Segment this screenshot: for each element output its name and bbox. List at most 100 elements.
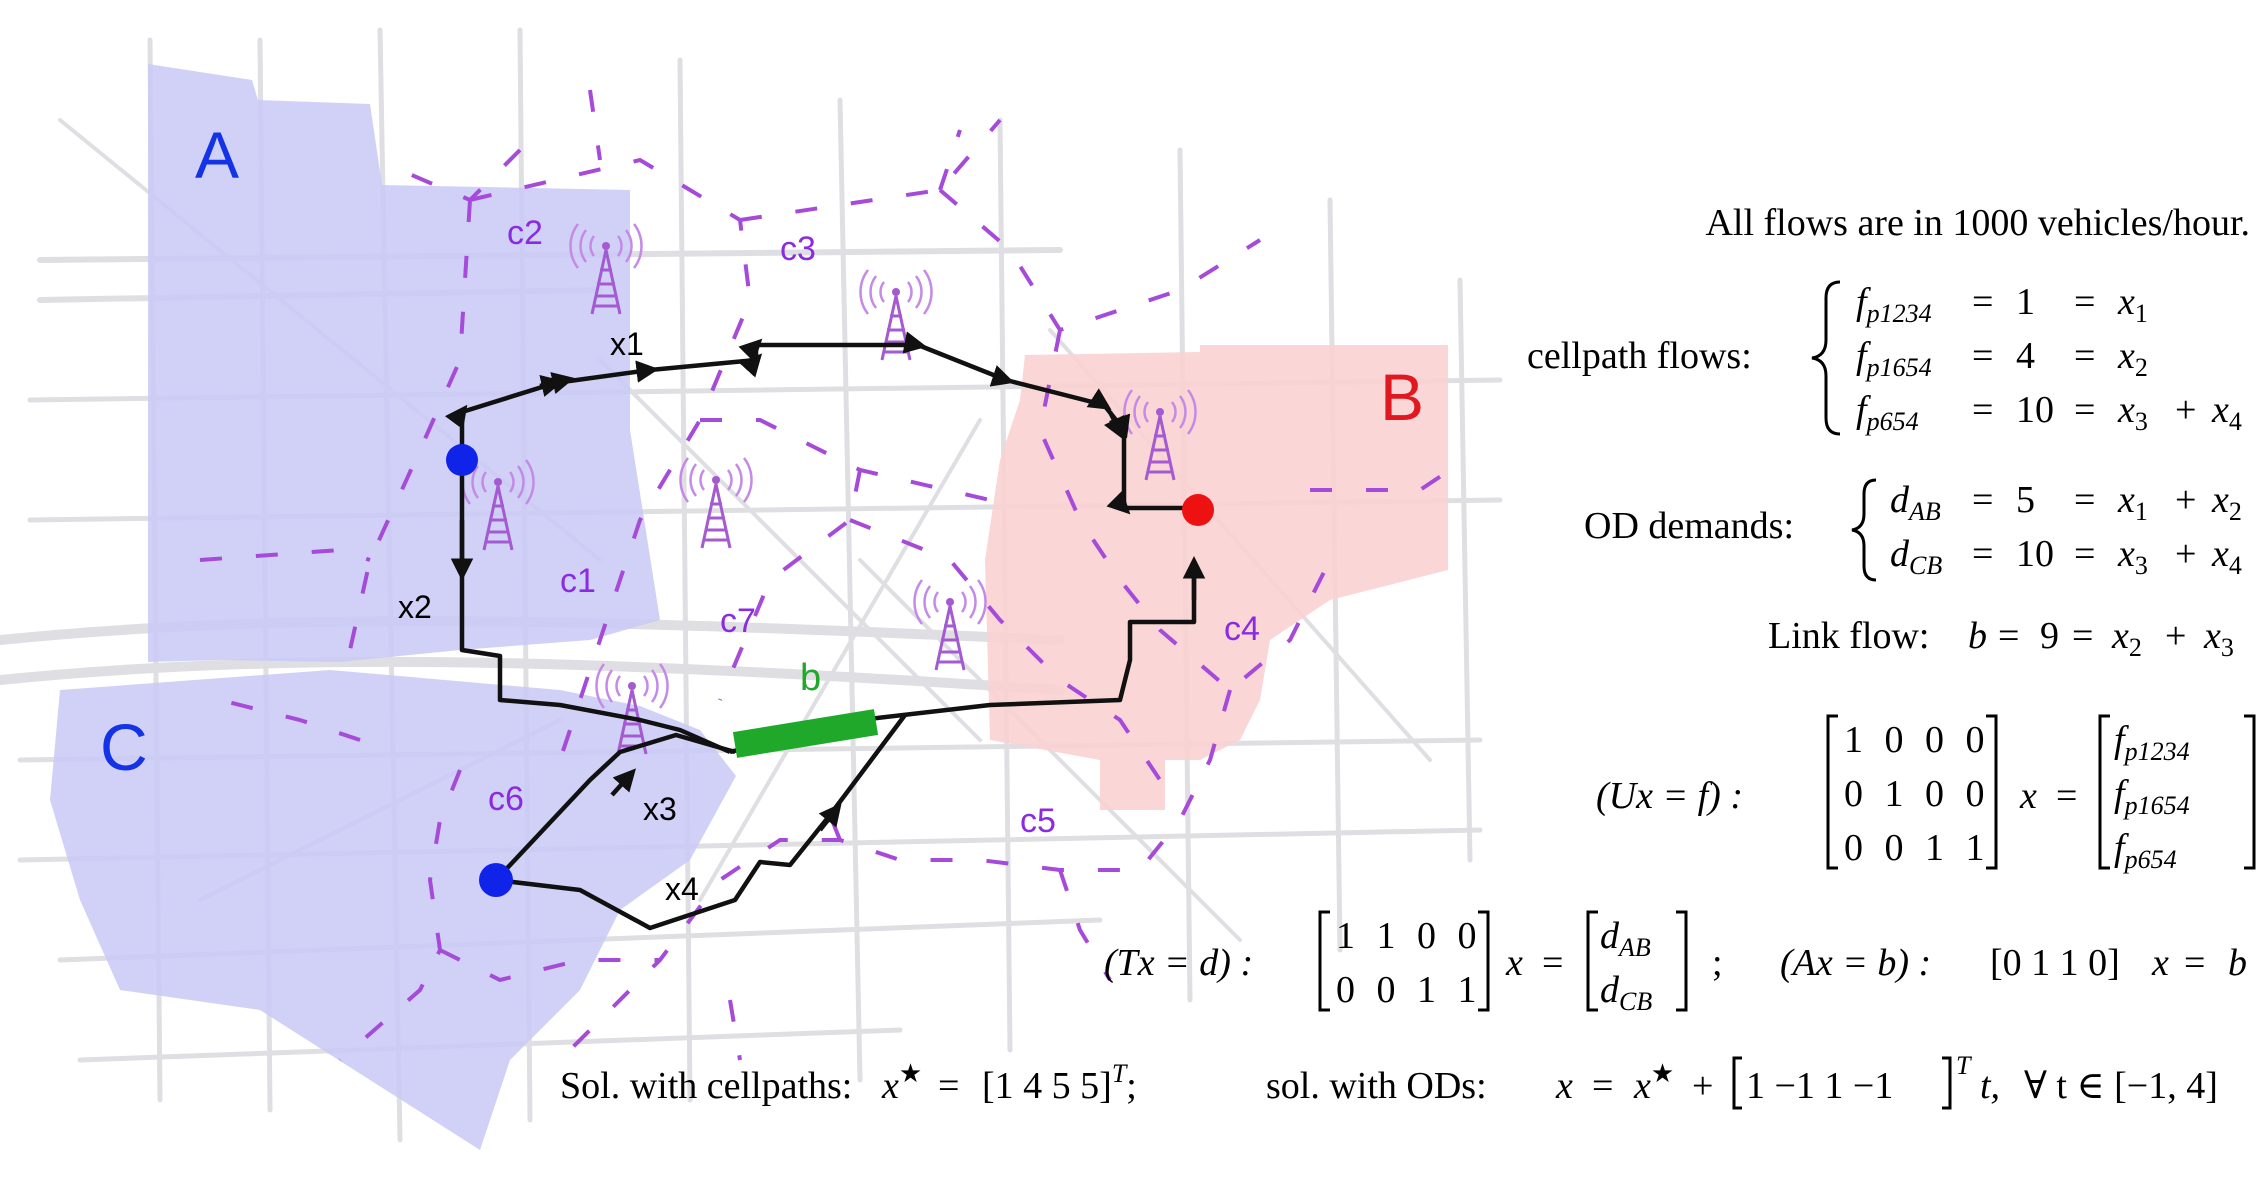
svg-text:=: = [1972, 533, 1993, 575]
svg-text:Link flow:: Link flow: [1768, 615, 1929, 657]
cellpath-row-2: fp1654 = 4 = x2 [1856, 335, 2148, 382]
svg-text:1 0 0 0: 1 0 0 0 [1844, 719, 1991, 761]
svg-text:=: = [1972, 335, 1993, 377]
svg-text:fp1654: fp1654 [2114, 773, 2190, 820]
svg-text:0 0 1 1: 0 0 1 1 [1844, 827, 1991, 869]
svg-text:=: = [2074, 335, 2095, 377]
svg-text:=: = [1542, 942, 1563, 984]
svg-text:1 −1 1 −1: 1 −1 1 −1 [1746, 1065, 1893, 1107]
svg-text:(Tx = d) :: (Tx = d) : [1104, 942, 1253, 984]
svg-text:(Ux = f) :: (Ux = f) : [1596, 775, 1743, 817]
svg-text:0 0 1 1: 0 0 1 1 [1336, 969, 1483, 1011]
svg-text:fp1234: fp1234 [1856, 281, 1932, 328]
path-label-x3: x3 [643, 791, 677, 827]
svg-text:=: = [938, 1065, 959, 1107]
link-b [732, 709, 879, 758]
svg-text:x1: x1 [2117, 281, 2148, 328]
svg-text:4: 4 [2016, 335, 2035, 377]
cell-label-c7: c7 [720, 602, 756, 640]
svg-text:(Ax = b) :: (Ax = b) : [1780, 942, 1931, 984]
link-flow-equation: Link flow: b = 9 = x2 + x3 [1768, 615, 2234, 662]
map: A B C c1 c2 c3 c4 c5 c6 c7 x1 x2 x3 x4 b [0, 27, 1503, 1150]
ux-equals-f: (Ux = f) : 1 0 0 0 0 1 0 0 0 0 1 1 x = f… [1596, 714, 2256, 874]
route-x2-link [729, 575, 1197, 755]
svg-text:=: = [2184, 942, 2205, 984]
svg-text:Sol. with cellpaths:: Sol. with cellpaths: [560, 1065, 852, 1107]
origin-node-c [479, 863, 513, 897]
od-demands-label: OD demands: [1584, 505, 1794, 547]
origin-node-a [446, 444, 478, 476]
svg-text:b: b [2228, 942, 2247, 984]
svg-text:x: x [1555, 1065, 1573, 1107]
region-c-area [50, 670, 736, 1150]
region-label-a: A [195, 118, 239, 192]
route-x3 [494, 732, 736, 882]
destination-node-b [1182, 494, 1214, 526]
cellpath-brace [1811, 280, 1841, 436]
cell-label-c1: c1 [560, 562, 596, 600]
tx-equals-d: (Tx = d) : 1 1 0 0 0 0 1 1 x = dAB dCB ; [1104, 910, 1723, 1016]
svg-text:=: = [2072, 615, 2093, 657]
svg-text:x2: x2 [2117, 335, 2148, 382]
svg-text:x★: x★ [1633, 1059, 1674, 1107]
svg-text:t,: t, [1980, 1065, 2000, 1107]
svg-text:x2: x2 [2211, 479, 2242, 526]
route-x2 [459, 460, 731, 755]
svg-text:dAB: dAB [1600, 915, 1651, 962]
svg-text:dCB: dCB [1890, 533, 1942, 580]
solution-line: Sol. with cellpaths: x★ = [1 4 5 5]T; so… [560, 1051, 2218, 1110]
svg-text:dAB: dAB [1890, 479, 1941, 526]
units-note: All flows are in 1000 vehicles/hour. [1705, 202, 2250, 244]
cell-label-c3: c3 [780, 230, 816, 268]
svg-text:sol. with ODs:: sol. with ODs: [1266, 1065, 1487, 1107]
route-x1 [444, 331, 1194, 515]
svg-text:1 1 0 0: 1 1 0 0 [1336, 915, 1483, 957]
cellpath-row-3: fp654 = 10 = x3 + x4 [1856, 389, 2242, 436]
ax-equals-b: (Ax = b) : [0 1 1 0] x = b [1780, 942, 2247, 984]
svg-text:x: x [2151, 942, 2169, 984]
svg-text:x: x [2019, 775, 2037, 817]
svg-text:[0 1 1 0]: [0 1 1 0] [1990, 942, 2120, 984]
svg-text:+: + [2175, 533, 2196, 575]
svg-text:x4: x4 [2211, 533, 2242, 580]
svg-text:;: ; [1712, 942, 1723, 984]
svg-text:x3: x3 [2203, 615, 2234, 662]
path-label-x1: x1 [610, 326, 644, 362]
cell-label-c6: c6 [488, 780, 524, 818]
svg-text:x4: x4 [2211, 389, 2242, 436]
svg-text:b: b [1968, 615, 1987, 657]
svg-text:=: = [1592, 1065, 1613, 1107]
svg-text:+: + [2175, 389, 2196, 431]
svg-text:x3: x3 [2117, 533, 2148, 580]
svg-text:10: 10 [2016, 389, 2054, 431]
cellpath-flows-label: cellpath flows: [1527, 335, 1752, 377]
od-row-2: dCB = 10 = x3 + x4 [1890, 533, 2242, 580]
svg-text:=: = [2074, 281, 2095, 323]
equation-panel: All flows are in 1000 vehicles/hour. cel… [560, 202, 2256, 1110]
svg-text:fp654: fp654 [1856, 389, 1919, 436]
svg-text:fp654: fp654 [2114, 827, 2177, 874]
svg-text:x2: x2 [2111, 615, 2142, 662]
link-label-b: b [800, 657, 821, 699]
svg-text:fp1234: fp1234 [2114, 719, 2190, 766]
svg-text:=: = [2074, 389, 2095, 431]
svg-text:=: = [2074, 533, 2095, 575]
svg-text:10: 10 [2016, 533, 2054, 575]
cell-label-c2: c2 [507, 214, 543, 252]
svg-text:=: = [1972, 389, 1993, 431]
svg-text:+: + [2165, 615, 2186, 657]
svg-text:x3: x3 [2117, 389, 2148, 436]
svg-text:x1: x1 [2117, 479, 2148, 526]
path-label-x2: x2 [398, 589, 432, 625]
svg-text:5: 5 [2016, 479, 2035, 521]
cellpath-row-1: fp1234 = 1 = x1 [1856, 281, 2148, 328]
cell-label-c4: c4 [1224, 610, 1260, 648]
svg-text:=: = [1972, 281, 1993, 323]
svg-text:9: 9 [2040, 615, 2059, 657]
svg-text:x: x [1505, 942, 1523, 984]
svg-text:=: = [1998, 615, 2019, 657]
svg-text:dCB: dCB [1600, 969, 1652, 1016]
cell-label-c5: c5 [1020, 802, 1056, 840]
svg-text:+: + [1692, 1065, 1713, 1107]
